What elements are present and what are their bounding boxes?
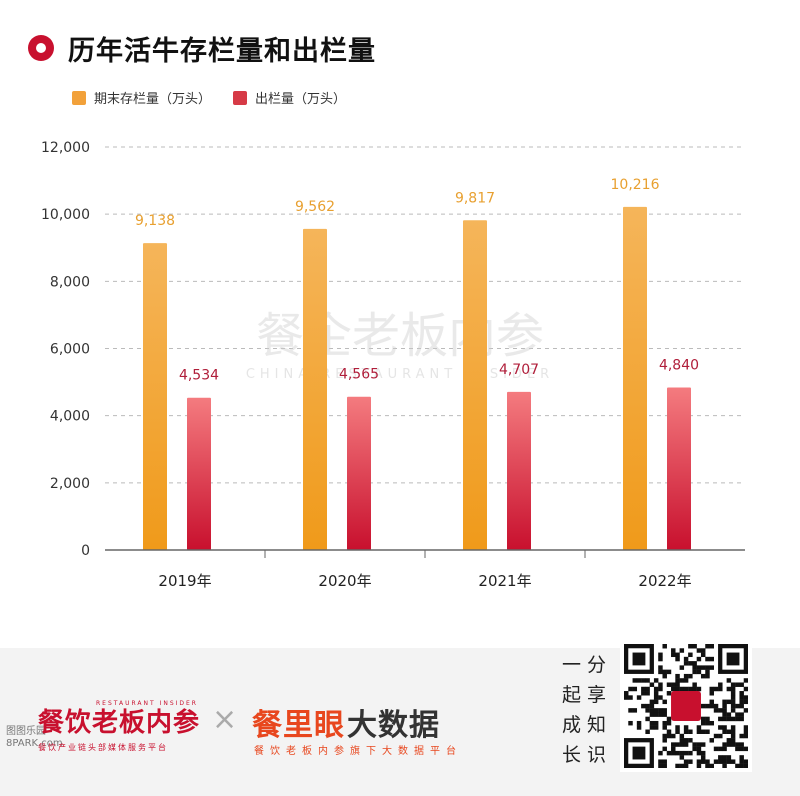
bar-slaughter bbox=[507, 391, 531, 550]
footer: 图图乐园 8PARK.com 餐饮老板内参 RESTAURANT INSIDER… bbox=[0, 640, 800, 796]
slogan-row-3: 成知 bbox=[562, 714, 613, 736]
legend-label-slaughter: 出栏量（万头） bbox=[255, 92, 347, 107]
bar-slaughter bbox=[667, 387, 691, 550]
brand-logo-restaurant-insider: 餐饮老板内参 bbox=[38, 708, 201, 738]
corner-watermark-line1: 图图乐园 bbox=[6, 726, 46, 737]
bar-stock bbox=[143, 243, 167, 551]
bar-stock bbox=[463, 220, 487, 550]
brand2-name: 餐里眼 bbox=[252, 708, 345, 743]
title-bullet-icon bbox=[28, 35, 54, 61]
bar-slaughter bbox=[347, 396, 371, 550]
data-label: 4,840 bbox=[659, 357, 699, 373]
slogan-row-2: 起享 bbox=[562, 684, 613, 706]
data-label: 9,562 bbox=[295, 199, 335, 215]
legend-item-slaughter: 出栏量（万头） bbox=[233, 88, 346, 107]
brand2-tagline: 餐饮老板内参旗下大数据平台 bbox=[254, 746, 462, 757]
x-tick-label: 2022年 bbox=[638, 572, 691, 590]
chart-title: 历年活牛存栏量和出栏量 bbox=[68, 35, 376, 67]
brand2-suffix: 大数据 bbox=[347, 708, 440, 743]
corner-watermark-line2: 8PARK.com bbox=[6, 738, 63, 749]
legend-item-stock: 期末存栏量（万头） bbox=[72, 88, 211, 107]
slogan: 一分 起享 成知 长识 bbox=[556, 650, 612, 770]
cross-icon: × bbox=[212, 702, 238, 737]
data-labels: 9,138 4,534 9,562 4,565 9,817 4,707 10,216 4,84… bbox=[135, 177, 699, 384]
x-tick-label: 2021年 bbox=[478, 572, 531, 590]
bar-stock bbox=[303, 228, 327, 550]
bar-chart: 0 2,000 4,000 6,000 8,000 10,000 12,000 餐企老板内参… bbox=[41, 140, 745, 590]
data-label: 9,138 bbox=[135, 213, 175, 229]
data-label: 4,565 bbox=[339, 367, 379, 383]
y-tick-label: 2,000 bbox=[50, 476, 90, 492]
x-tick-label: 2020年 bbox=[318, 572, 371, 590]
y-tick-label: 12,000 bbox=[41, 140, 90, 156]
brand-logo-data-platform: 餐里眼大数据 bbox=[252, 700, 440, 744]
legend-swatch-slaughter bbox=[233, 90, 248, 105]
x-axis-ticks: 2019年 2020年 2021年 2022年 bbox=[158, 550, 692, 590]
legend-label-stock: 期末存栏量（万头） bbox=[94, 92, 212, 107]
legend: 期末存栏量（万头） 出栏量（万头） bbox=[72, 88, 368, 107]
y-tick-label: 10,000 bbox=[41, 207, 90, 223]
data-label: 4,707 bbox=[499, 362, 539, 378]
grid-lines bbox=[105, 146, 745, 484]
y-tick-label: 6,000 bbox=[50, 342, 90, 358]
data-label: 4,534 bbox=[179, 368, 219, 384]
corner-watermark: 图图乐园 8PARK.com bbox=[6, 726, 63, 750]
slogan-row-4: 长识 bbox=[562, 744, 613, 766]
title-bar: 历年活牛存栏量和出栏量 bbox=[28, 28, 376, 68]
y-tick-label: 8,000 bbox=[50, 274, 90, 290]
slogan-row-1: 一分 bbox=[562, 654, 613, 676]
y-tick-label: 0 bbox=[81, 543, 90, 559]
x-tick-label: 2019年 bbox=[158, 572, 211, 590]
bars bbox=[143, 206, 691, 551]
data-label: 10,216 bbox=[611, 177, 660, 193]
brand-tagline: 餐饮产业链头部媒体服务平台 bbox=[38, 743, 168, 752]
y-tick-label: 4,000 bbox=[50, 409, 90, 425]
qr-code-icon[interactable] bbox=[620, 640, 752, 772]
brand-logo-english: RESTAURANT INSIDER bbox=[96, 700, 198, 707]
legend-swatch-stock bbox=[72, 90, 86, 105]
y-axis-ticks: 0 2,000 4,000 6,000 8,000 10,000 12,000 bbox=[41, 140, 90, 559]
bar-slaughter bbox=[187, 397, 211, 550]
watermark-cn: 餐企老板内参 bbox=[256, 308, 544, 364]
bar-stock bbox=[623, 206, 647, 551]
data-label: 9,817 bbox=[455, 190, 495, 206]
